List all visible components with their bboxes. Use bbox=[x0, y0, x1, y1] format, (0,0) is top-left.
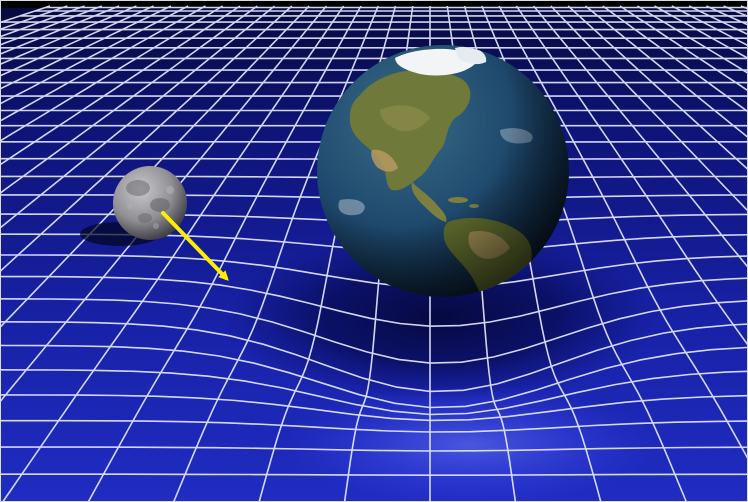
earth-globe-icon bbox=[317, 45, 569, 297]
grid-line bbox=[0, 446, 748, 452]
grid-line bbox=[0, 473, 748, 476]
grid-line bbox=[0, 394, 748, 422]
grid-line bbox=[0, 419, 748, 433]
grid-line bbox=[0, 275, 748, 328]
gravity-well-shadow bbox=[225, 233, 655, 403]
arrow-down-right-icon bbox=[161, 211, 229, 281]
grid-line bbox=[0, 344, 748, 409]
grid-line bbox=[0, 369, 748, 416]
grid-line bbox=[0, 321, 748, 393]
gravity-well-glow bbox=[280, 385, 660, 502]
grid-line bbox=[0, 298, 748, 364]
